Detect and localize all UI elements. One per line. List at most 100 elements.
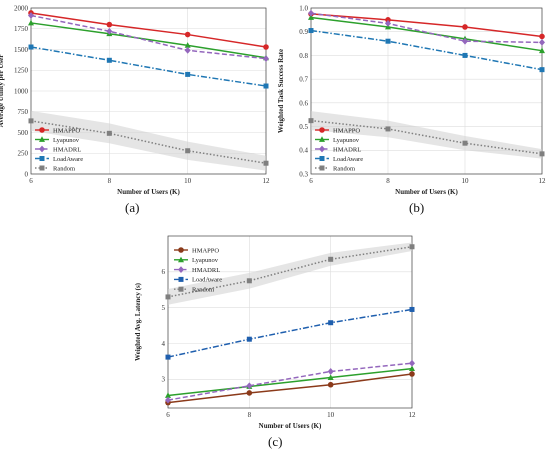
a-point-0-2 <box>184 31 191 38</box>
chart-a-caption: (a) <box>125 200 140 215</box>
b-ytick-5: 0.8 <box>299 52 308 60</box>
a-ytick-0: 0 <box>25 170 29 178</box>
c-point-0-1 <box>246 390 253 396</box>
a-ytick-2: 500 <box>18 129 29 137</box>
a-point-2-2 <box>184 46 191 54</box>
chart-b-caption: (b) <box>409 200 425 215</box>
c-xtick-2: 10 <box>327 411 335 419</box>
a-point-2-1 <box>106 27 113 35</box>
b-legend-label-4: Random <box>333 165 355 172</box>
chart-c-caption: (c) <box>268 434 283 449</box>
a-point-4-3 <box>263 160 269 166</box>
a-ylabel: Average Utility per User <box>0 55 5 128</box>
a-legend-label-1: Lyapunov <box>53 137 80 144</box>
c-line-3 <box>167 308 413 358</box>
c-band-4 <box>168 242 412 305</box>
b-point-2-1 <box>385 20 391 27</box>
b-ytick-0: 0.3 <box>299 170 308 178</box>
b-xtick-0: 6 <box>309 177 313 185</box>
b-legend-label-0: HMAPPO <box>333 127 360 134</box>
a-xtick-2: 10 <box>184 177 192 185</box>
b-point-3-2 <box>462 52 468 58</box>
b-frame <box>310 7 543 175</box>
b-point-0-2 <box>462 24 468 30</box>
c-point-4-2 <box>328 256 334 262</box>
chart-panel-a: 0 250 500 750 1000 1250 1500 1750 2000 6 8 10 12 Numb… <box>0 0 275 225</box>
a-legend-label-0: HMAPPO <box>53 127 80 134</box>
b-xlabel: Number of Users (K) <box>395 188 458 196</box>
c-point-0-2 <box>327 381 334 388</box>
c-point-4-1 <box>246 278 252 284</box>
b-legend-marker-1 <box>319 136 325 142</box>
c-xtick-0: 6 <box>166 411 170 419</box>
c-ytick-1: 4 <box>162 340 166 348</box>
b-ylabel: Weighted Task Success Rate <box>277 49 285 133</box>
b-point-3-3 <box>539 67 545 73</box>
a-legend-marker-2 <box>39 145 45 153</box>
a-point-2-0 <box>28 12 34 19</box>
c-line-0 <box>167 373 413 404</box>
c-legend-label-4: Random <box>192 287 214 294</box>
c-xtick-3: 12 <box>409 411 417 419</box>
b-ytick-6: 0.9 <box>299 28 308 36</box>
b-point-3-1 <box>385 38 391 44</box>
c-xlabel: Number of Users (K) <box>259 422 322 430</box>
c-legend-marker-2 <box>178 266 184 273</box>
a-line-2 <box>30 14 267 60</box>
b-legend-marker-3 <box>319 156 325 161</box>
chart-a-svg: 0 250 500 750 1000 1250 1500 1750 2000 6 8 10 12 Numb… <box>0 4 271 196</box>
b-legend-label-2: HMADRL <box>333 146 361 153</box>
chart-panel-c: 3 4 5 6 6 8 10 12 Number of Users (K) Weighted Av… <box>132 228 422 457</box>
a-point-0-3 <box>263 44 269 50</box>
b-line-1 <box>310 16 543 52</box>
b-ytick-7: 1.0 <box>299 4 308 12</box>
a-ytick-1: 250 <box>18 150 29 158</box>
a-point-4-2 <box>185 148 191 154</box>
c-point-2-2 <box>327 368 334 375</box>
c-point-2-1 <box>246 382 253 390</box>
c-legend-label-0: HMAPPO <box>192 247 219 254</box>
b-xtick-3: 12 <box>539 177 547 185</box>
chart-b-svg: 0.3 0.4 0.5 0.6 0.7 0.8 0.9 1.0 6 8 10 12 Number of … <box>277 4 547 196</box>
b-ytick-1: 0.4 <box>299 147 308 155</box>
a-ytick-3: 750 <box>18 108 29 116</box>
a-xtick-0: 6 <box>29 177 33 185</box>
b-point-2-2 <box>462 37 468 45</box>
b-point-3-0 <box>308 28 314 34</box>
b-point-4-3 <box>539 151 545 157</box>
a-point-4-0 <box>28 118 34 124</box>
c-point-4-3 <box>409 244 415 250</box>
b-ytick-2: 0.5 <box>299 123 308 131</box>
b-line-3 <box>310 29 543 71</box>
b-xtick-2: 10 <box>462 177 470 185</box>
b-legend-marker-0 <box>319 127 325 133</box>
b-legend-marker-4 <box>319 165 325 171</box>
c-point-0-3 <box>409 371 415 377</box>
a-point-3-3 <box>263 83 269 89</box>
c-point-3-0 <box>165 354 171 360</box>
a-frame <box>30 7 267 175</box>
a-point-0-1 <box>106 21 113 28</box>
b-point-4-1 <box>385 126 391 132</box>
chart-c-svg: 3 4 5 6 6 8 10 12 Number of Users (K) Weighted Av… <box>134 235 417 430</box>
a-line-1 <box>30 22 267 59</box>
b-point-4-0 <box>308 118 314 124</box>
c-legend-marker-1 <box>178 256 184 263</box>
c-ytick-2: 5 <box>162 304 166 312</box>
c-ylabel: Weighted Avg. Latency (s) <box>134 282 142 361</box>
a-ytick-8: 2000 <box>14 4 29 12</box>
a-legend-marker-3 <box>39 156 45 161</box>
a-point-1-0 <box>28 19 34 26</box>
b-point-1-3 <box>539 47 545 54</box>
a-xtick-3: 12 <box>263 177 271 185</box>
a-point-3-0 <box>28 44 34 50</box>
b-ytick-3: 0.6 <box>299 99 308 107</box>
c-point-2-3 <box>409 359 415 367</box>
a-point-1-2 <box>184 42 191 48</box>
c-point-3-3 <box>409 306 415 312</box>
c-ytick-3: 6 <box>162 268 166 276</box>
c-line-1 <box>167 367 413 397</box>
c-legend-marker-0 <box>178 247 184 253</box>
a-xtick-1: 8 <box>108 177 112 185</box>
c-point-4-0 <box>165 294 171 300</box>
